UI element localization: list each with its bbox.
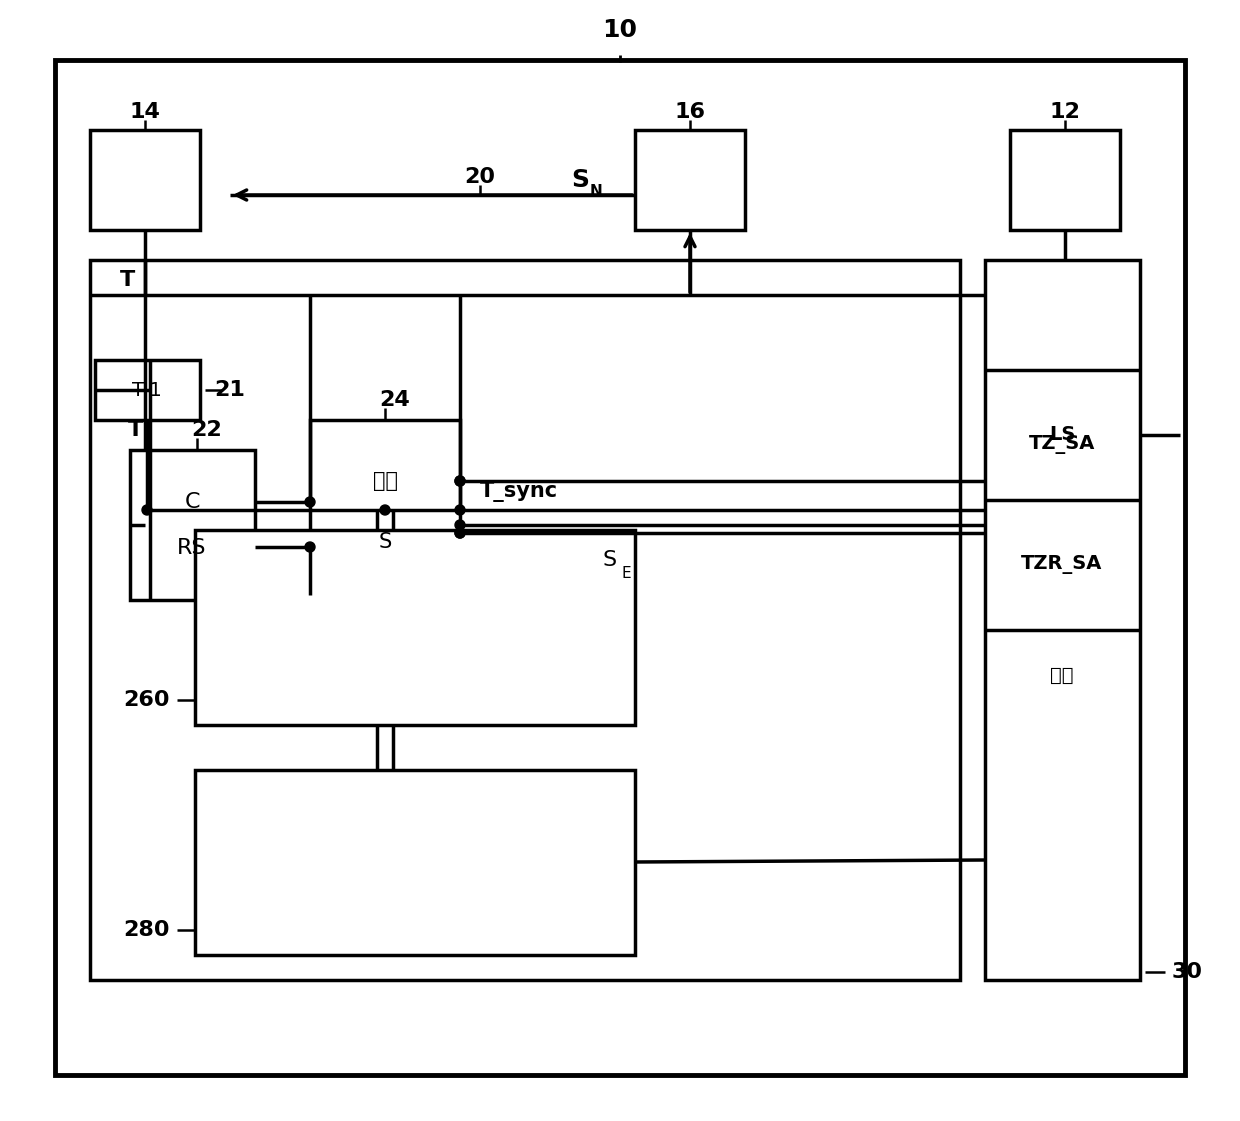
Text: 数据: 数据 xyxy=(372,471,398,491)
Circle shape xyxy=(455,504,465,515)
Text: 20: 20 xyxy=(465,167,496,187)
Text: 260: 260 xyxy=(124,691,170,710)
Bar xyxy=(310,420,460,595)
Bar xyxy=(95,360,200,420)
Circle shape xyxy=(455,476,465,487)
Text: C: C xyxy=(185,492,200,512)
Text: 标志: 标志 xyxy=(1050,666,1074,685)
Text: TZ_SA: TZ_SA xyxy=(1029,435,1095,454)
Circle shape xyxy=(455,528,465,538)
Bar xyxy=(985,260,1140,980)
Circle shape xyxy=(455,476,465,487)
Text: 30: 30 xyxy=(1172,962,1203,982)
Text: T: T xyxy=(128,420,143,441)
Circle shape xyxy=(305,497,315,507)
Text: 14: 14 xyxy=(129,102,160,122)
Text: T: T xyxy=(119,270,135,290)
Text: LS: LS xyxy=(1049,426,1075,445)
Bar xyxy=(1011,130,1120,230)
Text: 12: 12 xyxy=(1049,102,1080,122)
Text: 21: 21 xyxy=(215,380,246,400)
Bar xyxy=(91,130,200,230)
Bar xyxy=(195,770,635,955)
Text: 10: 10 xyxy=(603,18,637,41)
Text: T_sync: T_sync xyxy=(480,482,558,502)
Text: E: E xyxy=(621,565,631,581)
Text: 22: 22 xyxy=(192,420,222,441)
Bar xyxy=(635,130,745,230)
Text: S: S xyxy=(603,550,618,569)
Bar xyxy=(130,450,255,600)
Circle shape xyxy=(455,528,465,538)
Text: 16: 16 xyxy=(675,102,706,122)
Text: 280: 280 xyxy=(124,920,170,941)
Circle shape xyxy=(143,504,153,515)
Text: 24: 24 xyxy=(379,390,410,410)
Circle shape xyxy=(305,541,315,552)
Text: TZR_SA: TZR_SA xyxy=(1022,556,1102,574)
Circle shape xyxy=(455,520,465,530)
Circle shape xyxy=(379,504,391,515)
Text: S: S xyxy=(378,532,392,553)
Bar xyxy=(195,530,635,725)
Bar xyxy=(91,260,960,980)
Text: T-1: T-1 xyxy=(133,380,162,399)
Text: N: N xyxy=(590,185,603,200)
Text: RS: RS xyxy=(177,537,207,557)
Text: S: S xyxy=(570,168,589,192)
